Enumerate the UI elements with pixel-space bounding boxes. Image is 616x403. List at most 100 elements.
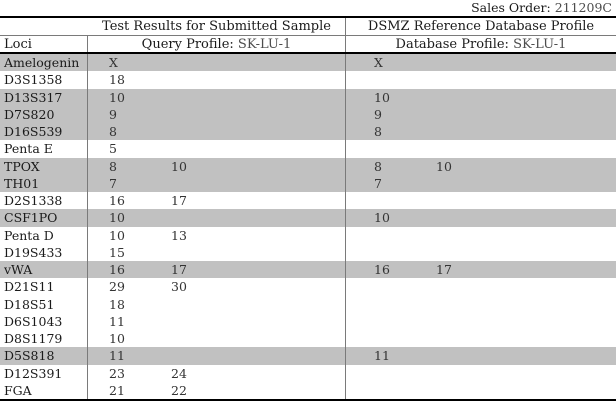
reference-alleles-cell: 11 [346, 347, 616, 364]
locus-name: D13S317 [0, 88, 88, 106]
query-alleles-cell: 10 [88, 209, 346, 227]
locus-name: D21S11 [0, 278, 88, 296]
table-row: D7S820 9 9 [0, 105, 616, 123]
reference-allele-1 [374, 278, 436, 295]
reference-alleles-cell: 8 10 [346, 158, 616, 175]
query-allele-1: 11 [109, 313, 125, 329]
table-row: D2S1338 16 17 [0, 192, 616, 210]
query-allele-2 [171, 330, 233, 347]
locus-name: D3S1358 [0, 71, 88, 89]
query-allele-1: 10 [109, 89, 125, 105]
query-alleles-cell: 23 24 [88, 364, 346, 382]
query-alleles-cell: 29 30 [88, 278, 346, 296]
reference-alleles-cell: 10 [346, 209, 616, 226]
query-allele-1: 7 [109, 175, 117, 191]
table-header-columns: Loci Query Profile: SK-LU-1 Database Pro… [0, 36, 616, 54]
table-body: Amelogenin X X D3S1358 18 D13S317 10 10 [0, 54, 616, 399]
query-alleles-cell: 21 22 [88, 381, 346, 399]
sales-order-line: Sales Order: 211209C [0, 0, 616, 16]
reference-allele-1: X [374, 55, 383, 70]
database-profile-label: Database Profile: [395, 37, 509, 52]
query-allele-2 [171, 175, 233, 192]
reference-alleles-cell [346, 227, 616, 244]
query-allele-1: 5 [109, 141, 117, 157]
reference-allele-2 [436, 382, 498, 399]
query-alleles-cell: 16 17 [88, 192, 346, 210]
query-allele-2 [171, 244, 233, 261]
results-table: Test Results for Submitted Sample DSMZ R… [0, 16, 616, 401]
query-allele-1: 8 [109, 158, 117, 174]
query-allele-1: 16 [109, 193, 125, 208]
database-profile-value: SK-LU-1 [513, 37, 567, 52]
query-alleles-cell: 16 17 [88, 261, 346, 279]
query-allele-1: 23 [109, 365, 125, 381]
query-allele-2: 10 [171, 158, 187, 174]
reference-allele-2 [436, 54, 498, 71]
table-row: Amelogenin X X [0, 54, 616, 72]
locus-name: D5S818 [0, 347, 88, 365]
locus-name: CSF1PO [0, 209, 88, 227]
reference-allele-2 [436, 140, 498, 157]
reference-alleles-cell [346, 140, 616, 157]
reference-alleles-cell [346, 330, 616, 347]
locus-name: Amelogenin [0, 54, 88, 72]
table-row: D6S1043 11 [0, 312, 616, 330]
locus-name: TH01 [0, 174, 88, 192]
query-allele-1: 11 [109, 348, 125, 364]
reference-alleles-cell: X [346, 54, 616, 71]
query-allele-2 [171, 296, 233, 313]
query-alleles-cell: 8 [88, 123, 346, 141]
locus-name: D2S1338 [0, 192, 88, 210]
query-allele-1: 21 [109, 382, 125, 398]
table-row: vWA 16 17 16 17 [0, 261, 616, 279]
query-allele-2: 17 [171, 262, 187, 277]
locus-name: D16S539 [0, 123, 88, 141]
query-allele-2: 13 [171, 227, 187, 243]
reference-allele-2 [436, 296, 498, 313]
query-alleles-cell: 10 [88, 88, 346, 106]
reference-alleles-cell [346, 244, 616, 261]
reference-allele-2 [436, 227, 498, 244]
reference-alleles-cell: 10 [346, 89, 616, 106]
locus-name: D18S51 [0, 295, 88, 313]
query-allele-2: 30 [171, 279, 187, 295]
reference-allele-2 [436, 313, 498, 330]
reference-alleles-cell [346, 313, 616, 330]
reference-allele-2: 17 [436, 262, 452, 277]
query-alleles-cell: 8 10 [88, 157, 346, 175]
query-profile-label: Query Profile: [141, 37, 234, 52]
table-row: TH01 7 7 [0, 174, 616, 192]
query-alleles-cell: 9 [88, 105, 346, 123]
query-alleles-cell: 5 [88, 140, 346, 158]
query-alleles-cell: 15 [88, 243, 346, 261]
query-allele-1: 15 [109, 244, 125, 260]
reference-alleles-cell: 9 [346, 106, 616, 123]
table-row: D5S818 11 11 [0, 347, 616, 365]
query-allele-2 [171, 209, 233, 226]
reference-alleles-cell: 8 [346, 123, 616, 140]
query-allele-1: 9 [109, 106, 117, 122]
query-profile-column-header: Query Profile: SK-LU-1 [88, 36, 346, 52]
reference-alleles-cell: 16 17 [346, 261, 616, 278]
table-row: Penta E 5 [0, 140, 616, 158]
locus-name: FGA [0, 381, 88, 399]
query-allele-2: 17 [171, 193, 187, 208]
reference-allele-1 [374, 382, 436, 399]
table-row: Penta D 10 13 [0, 226, 616, 244]
database-profile-column-header: Database Profile: SK-LU-1 [346, 36, 616, 52]
reference-allele-2 [436, 175, 498, 192]
locus-name: D19S433 [0, 243, 88, 261]
reference-allele-1: 8 [374, 158, 382, 174]
locus-name: Penta D [0, 226, 88, 244]
reference-allele-2 [436, 106, 498, 123]
table-row: D16S539 8 8 [0, 123, 616, 141]
reference-allele-1: 9 [374, 106, 382, 122]
query-allele-2 [171, 106, 233, 123]
reference-allele-2: 10 [436, 158, 452, 174]
reference-allele-2 [436, 209, 498, 226]
table-row: FGA 21 22 [0, 381, 616, 399]
loci-column-header: Loci [0, 36, 88, 52]
reference-allele-1: 16 [374, 262, 390, 277]
query-allele-2 [171, 89, 233, 106]
query-allele-2: 22 [171, 382, 187, 398]
